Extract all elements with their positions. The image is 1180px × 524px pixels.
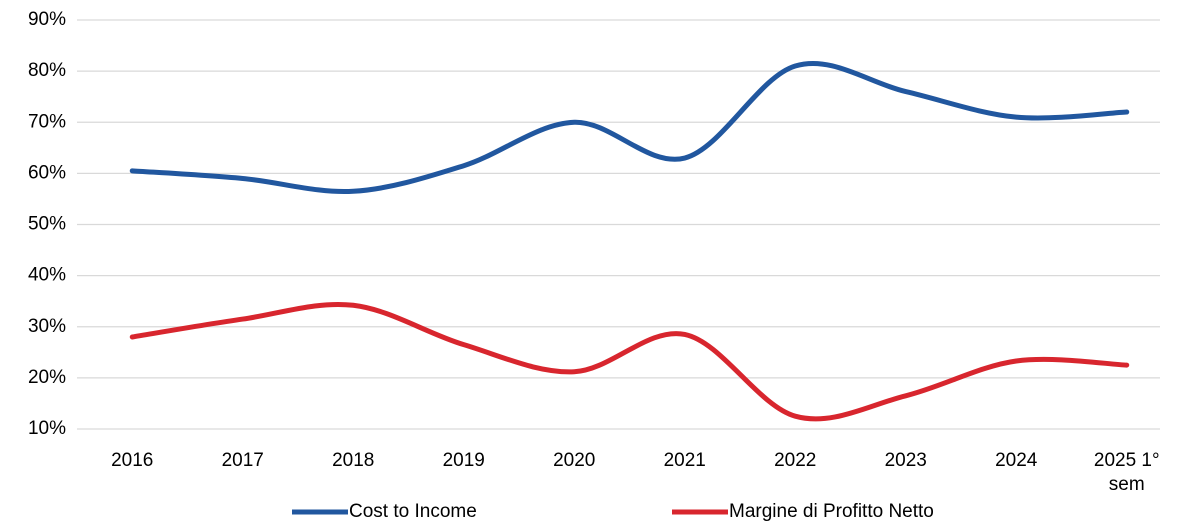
series-line <box>129 301 1130 422</box>
x-tick-label: 2020 <box>553 450 596 471</box>
y-tick-label: 90% <box>28 9 66 30</box>
y-tick-label: 30% <box>28 316 66 337</box>
x-tick-label: 2022 <box>774 450 817 471</box>
y-tick-label: 70% <box>28 111 66 132</box>
x-tick-label: 2017 <box>221 450 264 471</box>
y-tick-label: 10% <box>28 418 66 439</box>
x-tick-label: 2019 <box>442 450 485 471</box>
x-tick-label: 2018 <box>332 450 375 471</box>
legend-label: Margine di Profitto Netto <box>729 501 934 522</box>
x-tick-label: 2023 <box>884 450 927 471</box>
y-tick-label: 50% <box>28 214 66 235</box>
series-line <box>129 60 1130 195</box>
x-tick-label: 2025 1° sem <box>1093 450 1160 495</box>
x-tick-label: 2016 <box>111 450 154 471</box>
y-tick-label: 20% <box>28 367 66 388</box>
legend-label: Cost to Income <box>349 501 477 522</box>
y-tick-label: 40% <box>28 265 66 286</box>
y-tick-label: 60% <box>28 162 66 183</box>
x-tick-label: 2024 <box>995 450 1038 471</box>
y-tick-label: 80% <box>28 60 66 81</box>
x-tick-label: 2021 <box>663 450 706 471</box>
